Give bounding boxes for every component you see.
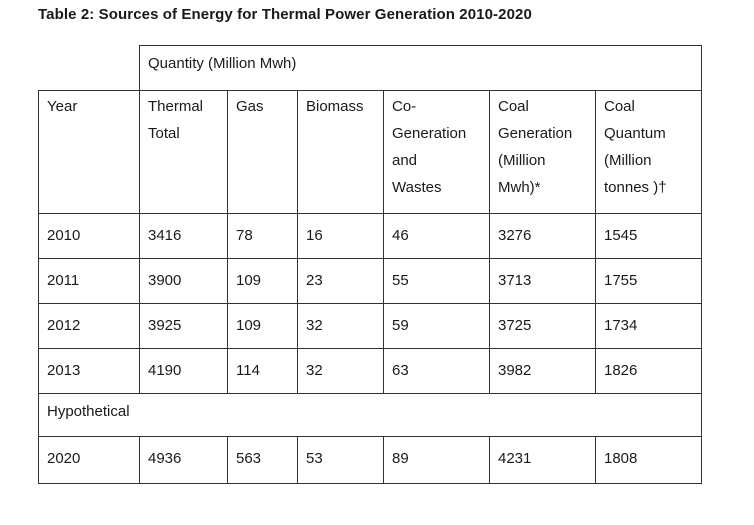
cell-cogeneration: 63 xyxy=(383,348,490,394)
quantity-header-row: Quantity (Million Mwh) xyxy=(38,45,703,91)
table-row: 2011 3900 109 23 55 3713 1755 xyxy=(38,258,703,304)
cell-coal-generation: 3982 xyxy=(489,348,596,394)
energy-sources-table: Quantity (Million Mwh) Year Thermal Tota… xyxy=(37,45,703,484)
cell-coal-quantum: 1545 xyxy=(594,213,703,259)
header-line: Year xyxy=(47,98,78,115)
hypothetical-label: Hypothetical xyxy=(37,393,703,437)
quantity-header: Quantity (Million Mwh) xyxy=(138,45,703,91)
header-line: and xyxy=(392,152,418,169)
header-line: Wastes xyxy=(392,179,442,196)
empty-corner-cell xyxy=(38,45,140,91)
cell-year: 2011 xyxy=(38,258,140,304)
cell-gas: 109 xyxy=(227,303,298,349)
cell-year: 2013 xyxy=(38,348,140,394)
header-line: Quantum xyxy=(604,125,666,142)
cell-cogeneration: 59 xyxy=(383,303,490,349)
cell-coal-quantum: 1755 xyxy=(594,258,703,304)
cell-coal-generation: 3713 xyxy=(489,258,596,304)
header-line: Thermal xyxy=(148,98,204,115)
col-header-coal-generation: Coal Generation (Million Mwh)* xyxy=(489,90,596,214)
header-line: Gas xyxy=(236,98,264,115)
table-row: 2020 4936 563 53 89 4231 1808 xyxy=(38,436,703,484)
cell-thermal-total: 4936 xyxy=(139,436,228,484)
hypothetical-label-row: Hypothetical xyxy=(37,393,703,437)
cell-gas: 563 xyxy=(227,436,298,484)
col-header-biomass: Biomass xyxy=(297,90,384,214)
col-header-gas: Gas xyxy=(227,90,298,214)
cell-coal-generation: 4231 xyxy=(489,436,596,484)
cell-coal-generation: 3276 xyxy=(489,213,596,259)
header-line: tonnes )† xyxy=(604,179,667,196)
cell-coal-quantum: 1808 xyxy=(594,436,703,484)
header-line: (Million xyxy=(604,152,652,169)
column-header-row: Year Thermal Total Gas Biomass Co- Gener… xyxy=(38,90,703,214)
header-line: Generation xyxy=(392,125,467,142)
header-line: Mwh)* xyxy=(498,179,541,196)
cell-thermal-total: 3900 xyxy=(139,258,228,304)
header-line: Coal xyxy=(604,98,635,115)
cell-biomass: 16 xyxy=(297,213,384,259)
col-header-year: Year xyxy=(38,90,140,214)
cell-biomass: 23 xyxy=(297,258,384,304)
cell-coal-quantum: 1734 xyxy=(594,303,703,349)
col-header-coal-quantum: Coal Quantum (Million tonnes )† xyxy=(594,90,703,214)
header-line: (Million xyxy=(498,152,546,169)
header-line: Co- xyxy=(392,98,417,115)
cell-cogeneration: 89 xyxy=(383,436,490,484)
col-header-cogeneration: Co- Generation and Wastes xyxy=(383,90,490,214)
table-row: 2012 3925 109 32 59 3725 1734 xyxy=(38,303,703,349)
col-header-thermal-total: Thermal Total xyxy=(139,90,228,214)
table-row: 2010 3416 78 16 46 3276 1545 xyxy=(38,213,703,259)
cell-year: 2012 xyxy=(38,303,140,349)
header-line: Biomass xyxy=(306,98,364,115)
cell-gas: 114 xyxy=(227,348,298,394)
cell-biomass: 32 xyxy=(297,348,384,394)
cell-gas: 78 xyxy=(227,213,298,259)
header-line: Total xyxy=(148,125,180,142)
cell-gas: 109 xyxy=(227,258,298,304)
cell-year: 2020 xyxy=(38,436,140,484)
cell-biomass: 32 xyxy=(297,303,384,349)
cell-cogeneration: 46 xyxy=(383,213,490,259)
cell-coal-quantum: 1826 xyxy=(594,348,703,394)
cell-thermal-total: 3925 xyxy=(139,303,228,349)
header-line: Generation xyxy=(498,125,573,142)
cell-thermal-total: 3416 xyxy=(139,213,228,259)
table-title: Table 2: Sources of Energy for Thermal P… xyxy=(38,6,532,23)
cell-coal-generation: 3725 xyxy=(489,303,596,349)
cell-year: 2010 xyxy=(38,213,140,259)
header-line: Coal xyxy=(498,98,529,115)
table-row: 2013 4190 114 32 63 3982 1826 xyxy=(38,348,703,394)
cell-cogeneration: 55 xyxy=(383,258,490,304)
cell-biomass: 53 xyxy=(297,436,384,484)
cell-thermal-total: 4190 xyxy=(139,348,228,394)
